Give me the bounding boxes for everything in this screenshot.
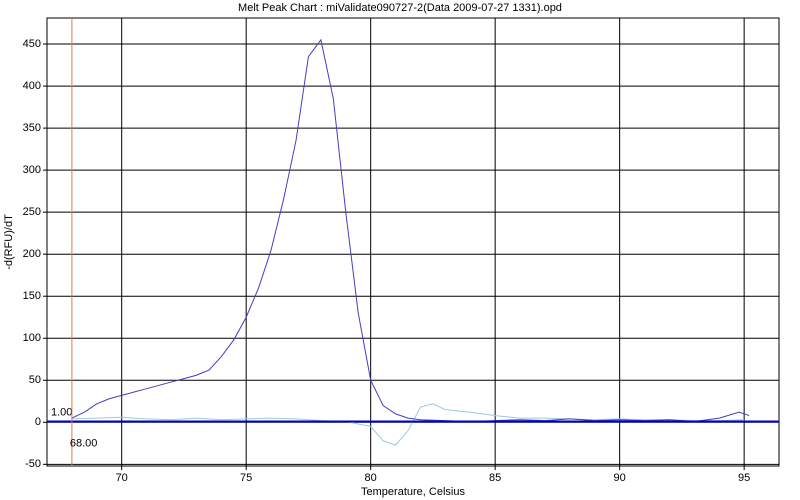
y-tick-label: 150 [23, 290, 41, 302]
y-tick-label: 100 [23, 332, 41, 344]
y-tick-label: 50 [29, 374, 41, 386]
x-tick-label: 70 [116, 472, 128, 484]
threshold-label: 1.00 [51, 406, 72, 418]
x-tick-label: 80 [365, 472, 377, 484]
x-tick-label: 90 [614, 472, 626, 484]
y-tick-label: 250 [23, 206, 41, 218]
y-tick-label: 300 [23, 164, 41, 176]
y-tick-label: 350 [23, 122, 41, 134]
x-tick-label: 85 [489, 472, 501, 484]
y-axis-label: -d(RFU)/dT [3, 214, 15, 270]
x-axis-label: Temperature, Celsius [361, 486, 465, 498]
plot-area [46, 17, 780, 467]
y-tick-label: 400 [23, 80, 41, 92]
y-tick-label: 450 [23, 38, 41, 50]
x-tick-label: 75 [240, 472, 252, 484]
y-tick-label: 200 [23, 248, 41, 260]
series-line [71, 403, 745, 446]
y-tick-label: -50 [25, 458, 41, 470]
marker-label: 68.00 [70, 437, 98, 449]
chart-title: Melt Peak Chart : miValidate090727-2(Dat… [238, 2, 562, 14]
y-tick-label: 0 [35, 416, 41, 428]
x-tick-label: 95 [738, 472, 750, 484]
